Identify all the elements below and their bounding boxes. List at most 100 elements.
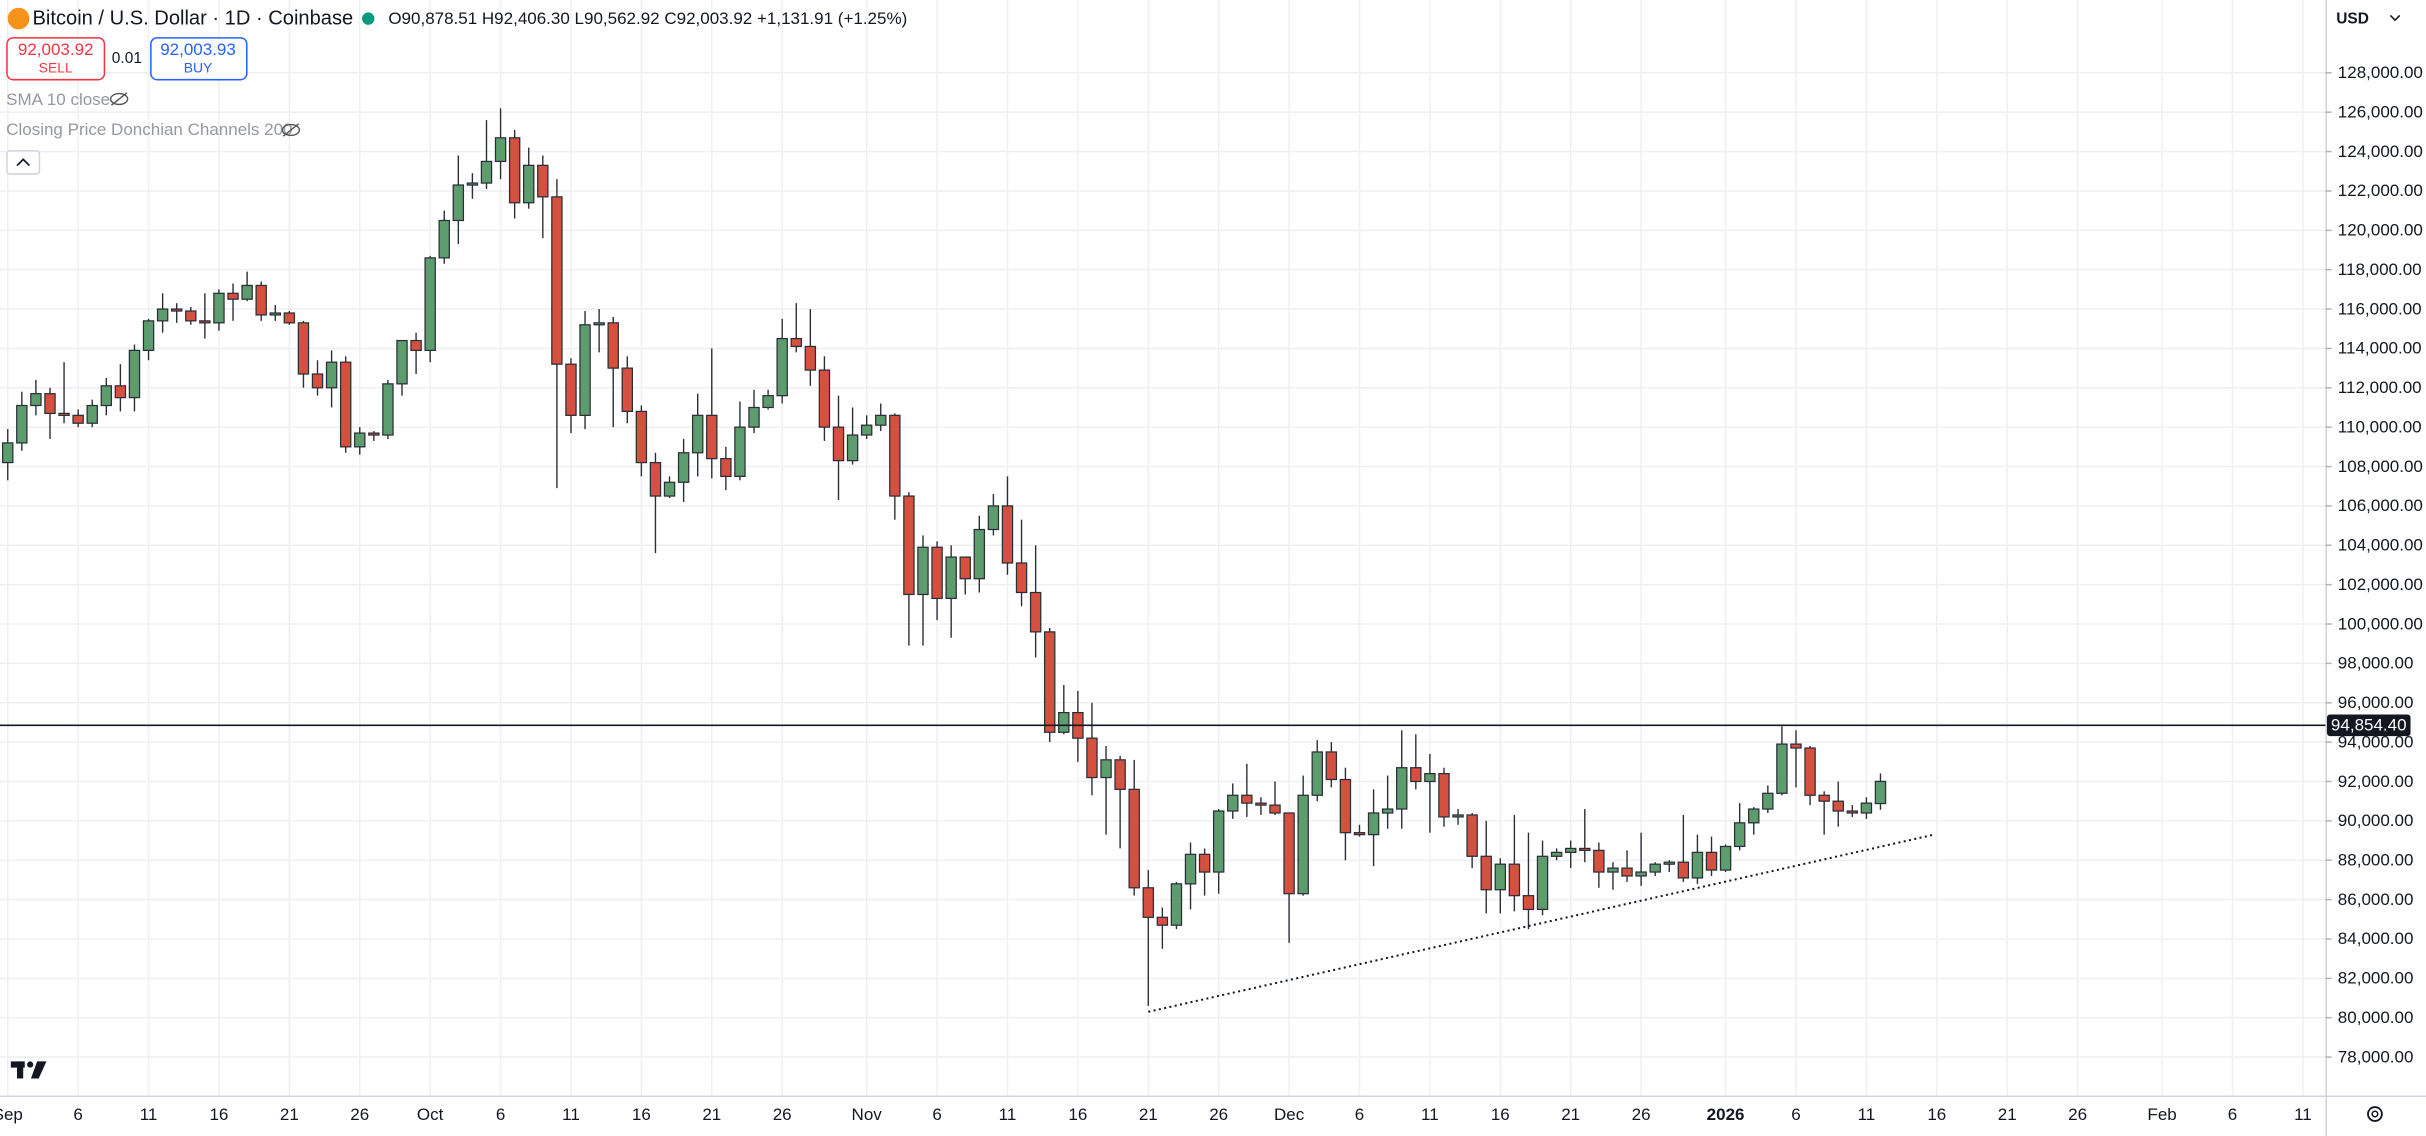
y-tick-label: 104,000.00 (2338, 536, 2423, 555)
x-tick-label: 11 (2294, 1105, 2312, 1124)
x-tick-label: 16 (632, 1105, 651, 1124)
sell-button[interactable] (6, 37, 106, 81)
y-tick-label: 112,000.00 (2338, 378, 2422, 397)
candle-body (790, 337, 802, 348)
price-line-label-bg (2326, 714, 2411, 737)
candle-body (1227, 794, 1239, 812)
currency-dropdown[interactable] (2389, 14, 2401, 22)
x-tick-label: Dec (1274, 1105, 1305, 1124)
candle-body (452, 184, 465, 222)
buy-button[interactable] (150, 37, 248, 81)
hide-icon[interactable] (109, 92, 129, 106)
candle-body (1198, 853, 1211, 873)
candle-body (1691, 851, 1704, 879)
candle-body (1156, 916, 1169, 926)
x-tick-label: 6 (2228, 1105, 2237, 1124)
candle-body (1410, 767, 1422, 783)
candle-body (1705, 851, 1718, 871)
y-tick-label: 126,000.00 (2338, 102, 2423, 121)
candle-body (199, 320, 211, 324)
candle-body (1114, 759, 1126, 790)
candle-body (523, 164, 535, 204)
candle-body (565, 363, 577, 416)
currency[interactable]: USD (2336, 10, 2369, 27)
settings-icon[interactable] (2367, 1106, 2383, 1122)
plot (0, 108, 2326, 1013)
candle-body (1663, 861, 1675, 865)
candle-body (1466, 814, 1478, 857)
candle-body (959, 556, 971, 580)
x-tick-label: 21 (280, 1105, 299, 1124)
collapse-button[interactable] (6, 150, 41, 175)
x-tick-label: 6 (496, 1105, 505, 1124)
candle-body (1818, 794, 1830, 802)
indicator-label[interactable]: SMA 10 close (6, 90, 110, 109)
logo[interactable] (10, 1061, 47, 1079)
symbol-title[interactable]: Bitcoin / U.S. Dollar · 1D · Coinbase (32, 8, 353, 30)
y-tick-label: 102,000.00 (2338, 575, 2423, 594)
candle-body (494, 137, 507, 163)
candle-body (396, 339, 408, 385)
candle-body (1241, 794, 1253, 804)
candle-body (1170, 883, 1183, 926)
candle-body (903, 495, 915, 596)
candle-body (283, 312, 296, 324)
candle-body (593, 322, 605, 326)
x-tick-label: 6 (932, 1105, 941, 1124)
candle-body (255, 284, 267, 316)
x-tick-label: 11 (562, 1105, 580, 1124)
candle-body (1424, 772, 1436, 783)
candle-body (706, 414, 718, 460)
candle-body (860, 424, 873, 436)
candle-body (58, 412, 70, 416)
indicator-label[interactable]: Closing Price Donchian Channels 200 (6, 120, 292, 139)
candle-body (100, 385, 113, 407)
x-tick-label: 21 (1998, 1105, 2017, 1124)
buy-price: 92,003.93 (160, 40, 236, 59)
candle-body (213, 292, 225, 324)
candle-body (720, 458, 732, 477)
candle-body (1677, 861, 1690, 879)
candle-body (1283, 812, 1295, 895)
hide-icon[interactable] (281, 123, 301, 137)
candle-body (1100, 759, 1112, 779)
x-tick-label: 6 (73, 1105, 82, 1124)
candle-body (1776, 743, 1788, 794)
candle-body (227, 292, 239, 300)
candle-body (1367, 812, 1380, 836)
spread: 0.01 (112, 50, 142, 67)
candle-body (1748, 808, 1760, 824)
x-tick-label: 16 (1068, 1105, 1087, 1124)
candle-body (44, 393, 56, 415)
candle-body (354, 432, 366, 448)
candle-body (875, 414, 887, 426)
candle-body (1860, 802, 1873, 814)
candle-body (508, 137, 521, 204)
candle-body (114, 385, 127, 399)
candle-body (241, 284, 253, 300)
x-tick-label: 16 (209, 1105, 228, 1124)
candle-body (677, 452, 690, 483)
candle-body (142, 320, 155, 352)
candle-body (1086, 737, 1098, 779)
x-tick-label: Nov (852, 1105, 883, 1124)
candle-body (382, 383, 394, 436)
y-tick-label: 88,000.00 (2338, 851, 2414, 870)
candle-body (649, 461, 662, 497)
candle-body (1255, 802, 1267, 806)
candle-body (1001, 505, 1014, 564)
candle-body (1058, 711, 1070, 733)
y-tick-label: 92,000.00 (2338, 772, 2414, 791)
candle-body (607, 322, 619, 369)
candle-body (973, 528, 986, 580)
x-tick-label: Feb (2147, 1105, 2176, 1124)
y-tick-label: 78,000.00 (2338, 1047, 2414, 1066)
y-tick-label: 118,000.00 (2338, 260, 2422, 279)
candle-body (1846, 810, 1859, 814)
y-tick-label: 120,000.00 (2338, 221, 2423, 240)
candle-body (551, 196, 563, 365)
candle-body (579, 324, 591, 416)
candle-body (1579, 847, 1591, 852)
